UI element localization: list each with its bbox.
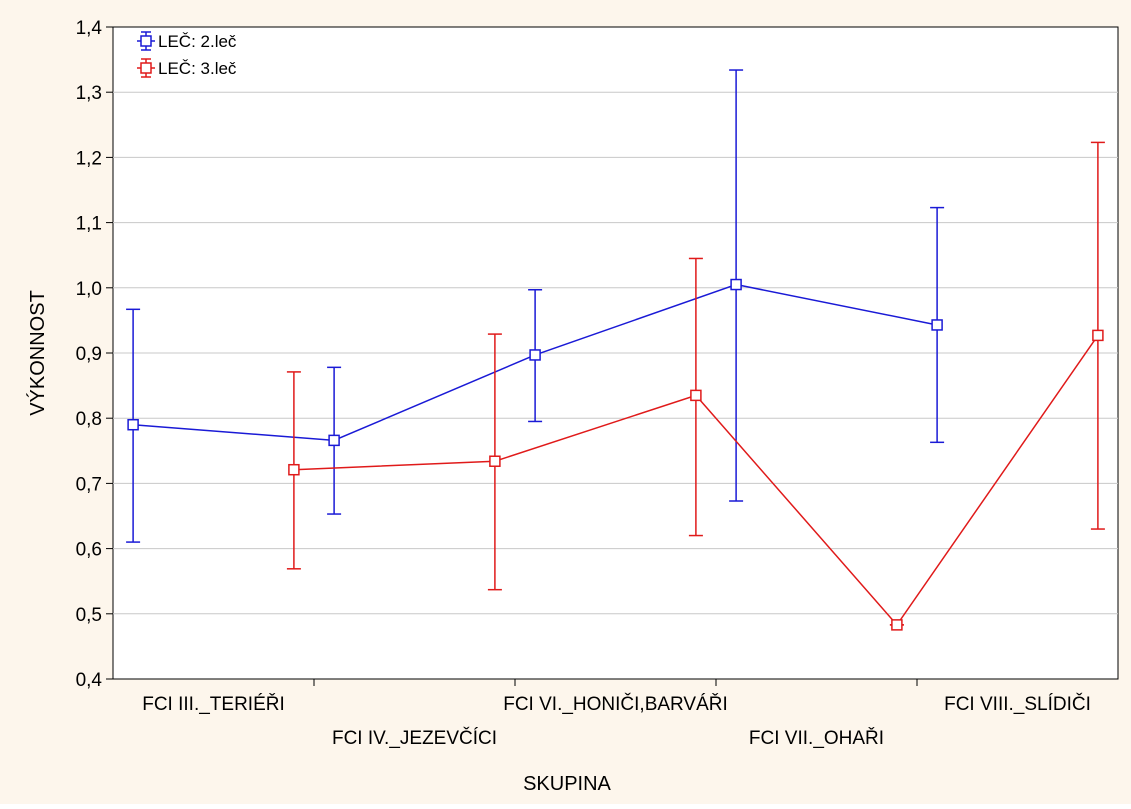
data-point xyxy=(891,619,903,631)
legend-label: LEČ: 2.leč xyxy=(158,32,237,51)
x-tick-label: FCI IV._JEZEVČÍCI xyxy=(332,727,497,749)
y-tick-label: 0,7 xyxy=(76,474,102,495)
data-point xyxy=(489,455,501,467)
legend-label: LEČ: 3.leč xyxy=(158,59,237,78)
data-point xyxy=(529,349,541,361)
y-tick-label: 0,6 xyxy=(76,540,102,561)
y-axis: 0,4 0,5 0,6 0,7 0,8 0,9 1,0 1,1 1,2 1,3 1,4 xyxy=(76,18,113,691)
y-tick-label: 0,8 xyxy=(76,409,102,430)
grid xyxy=(113,91,1118,615)
data-point xyxy=(1092,329,1104,342)
y-tick-label: 0,9 xyxy=(76,344,102,365)
y-tick-label: 0,5 xyxy=(76,605,102,626)
y-tick-label: 1,0 xyxy=(76,279,102,300)
y-tick-label: 1,2 xyxy=(76,148,102,169)
x-axis: FCI III._TERIÉŘI FCI IV._JEZEVČÍCI FCI VI.… xyxy=(142,679,1091,749)
data-point xyxy=(288,463,300,476)
data-point xyxy=(931,319,943,331)
legend-marker xyxy=(140,62,152,74)
x-tick-label: FCI VI._HONIČI,BARVÁŘI xyxy=(503,693,728,715)
legend-marker xyxy=(140,35,152,47)
x-tick-label: FCI VIII._SLÍDIČI xyxy=(944,693,1091,715)
y-tick-label: 1,1 xyxy=(76,214,102,235)
x-tick-label: FCI III._TERIÉŘI xyxy=(142,693,285,715)
y-axis-label: VÝKONNOST xyxy=(26,290,49,416)
y-tick-label: 0,4 xyxy=(76,670,103,691)
x-axis-label: SKUPINA xyxy=(523,773,611,795)
y-tick-label: 1,4 xyxy=(76,18,103,39)
y-tick-label: 1,3 xyxy=(76,83,102,104)
legend: LEČ: 2.leč LEČ: 3.leč xyxy=(137,31,237,78)
x-tick-label: FCI VII._OHAŘI xyxy=(749,727,884,749)
data-point xyxy=(690,389,702,402)
data-point xyxy=(328,434,340,447)
data-point xyxy=(127,418,139,431)
data-point xyxy=(730,278,742,291)
series-group xyxy=(126,69,1105,631)
